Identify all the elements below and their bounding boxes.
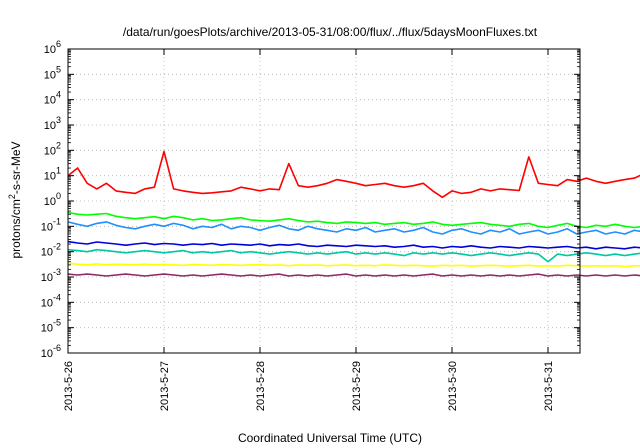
y-tick-base: 10 <box>41 272 53 284</box>
y-tick-label: 10-2 <box>41 242 61 259</box>
y-tick-exponent: -6 <box>53 343 61 353</box>
y-tick-exponent: 0 <box>56 191 61 201</box>
x-tick-label: 2013-5-31 <box>543 361 555 411</box>
y-tick-base: 10 <box>44 69 56 81</box>
series-line-2 <box>67 211 640 229</box>
y-axis-label: protons/cm2-s-sr-MeV <box>7 141 23 258</box>
y-tick-base: 10 <box>44 196 56 208</box>
series-line-7 <box>67 273 640 277</box>
x-tick-label: 2013-5-30 <box>447 361 459 411</box>
chart-title: /data/run/goesPlots/archive/2013-05-31/0… <box>123 25 538 39</box>
series-line-4 <box>67 240 640 250</box>
y-tick-exponent: -3 <box>53 267 61 277</box>
y-tick-base: 10 <box>41 297 53 309</box>
y-axis-label-post: -s-sr-MeV <box>9 141 23 194</box>
x-tick-layer: 2013-5-26 2013-5-27 2013-5-28 2013-5-29 2013… <box>63 361 555 411</box>
x-axis-label: Coordinated Universal Time (UTC) <box>238 431 422 445</box>
x-tick-label: 2013-5-29 <box>351 361 363 411</box>
grid-layer <box>68 49 580 353</box>
x-tick-label: 2013-5-28 <box>255 361 267 411</box>
y-tick-exponent: 6 <box>56 39 61 49</box>
y-tick-exponent: 5 <box>56 64 61 74</box>
y-tick-exponent: -4 <box>53 292 61 302</box>
y-tick-label: 106 <box>44 39 61 56</box>
y-tick-label: 105 <box>44 64 61 81</box>
plot-frame-layer <box>67 48 581 354</box>
y-tick-base: 10 <box>44 44 56 56</box>
y-tick-label: 10-4 <box>41 292 61 309</box>
series-layer <box>67 150 640 277</box>
y-tick-label: 104 <box>44 90 61 107</box>
y-tick-exponent: -2 <box>53 242 61 252</box>
y-tick-label: 103 <box>44 115 61 132</box>
y-tick-label: 10-5 <box>41 318 61 335</box>
y-tick-exponent: 2 <box>56 140 61 150</box>
y-tick-exponent: -5 <box>53 318 61 328</box>
y-axis-label-pre: protons/cm <box>9 199 23 258</box>
y-tick-base: 10 <box>44 95 56 107</box>
y-tick-exponent: 1 <box>56 166 61 176</box>
x-tick-label: 2013-5-26 <box>63 361 75 411</box>
y-tick-exponent: -1 <box>53 216 61 226</box>
x-tick-label: 2013-5-27 <box>159 361 171 411</box>
y-tick-label: 10-3 <box>41 267 61 284</box>
y-tick-base: 10 <box>41 323 53 335</box>
plot-border <box>67 48 581 354</box>
y-tick-base: 10 <box>41 221 53 233</box>
y-tick-label: 10-6 <box>41 343 61 360</box>
y-tick-base: 10 <box>41 348 53 360</box>
y-tick-layer: 10-610-510-410-310-210-11001011021031041… <box>41 39 61 360</box>
series-line-6 <box>67 262 640 268</box>
y-tick-base: 10 <box>44 171 56 183</box>
y-tick-label: 10-1 <box>41 216 61 233</box>
y-tick-label: 102 <box>44 140 61 157</box>
y-tick-base: 10 <box>44 120 56 132</box>
y-tick-exponent: 3 <box>56 115 61 125</box>
y-tick-exponent: 4 <box>56 90 61 100</box>
y-axis-label-sup: 2 <box>7 194 17 199</box>
series-line-5 <box>67 248 640 263</box>
series-line-1 <box>67 150 640 199</box>
y-tick-label: 101 <box>44 166 61 183</box>
y-tick-label: 100 <box>44 191 61 208</box>
y-tick-base: 10 <box>41 247 53 259</box>
series-line-3 <box>67 221 640 235</box>
y-tick-base: 10 <box>44 145 56 157</box>
